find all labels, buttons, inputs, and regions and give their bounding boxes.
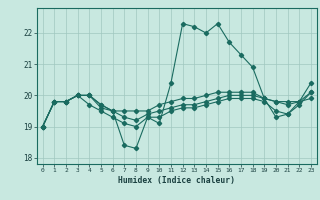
X-axis label: Humidex (Indice chaleur): Humidex (Indice chaleur) bbox=[118, 176, 235, 185]
